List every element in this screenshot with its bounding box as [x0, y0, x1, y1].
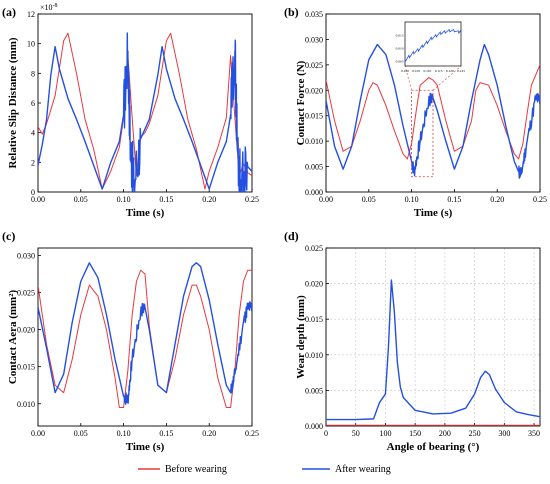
inset-x-tick-label: 0.100 [401, 69, 409, 73]
y-tick-label: 4 [31, 129, 35, 138]
plot-frame [37, 247, 253, 427]
zoom-box [411, 89, 434, 178]
x-tick-label: 0.25 [533, 195, 547, 204]
y-tick-label: 6 [31, 99, 35, 108]
y-tick-label: 0.020 [305, 86, 323, 95]
x-tick-label: 0 [324, 429, 328, 438]
inset-x-tick-label: 0.125 [457, 69, 465, 73]
x-tick-label: 50 [352, 429, 360, 438]
y-tick-label: 0.030 [17, 251, 35, 260]
inset-x-tick-label: 0.115 [435, 69, 443, 73]
x-tick-label: 0.20 [490, 195, 504, 204]
x-tick-label: 0.10 [117, 195, 131, 204]
x-tick-label: 0.05 [362, 195, 376, 204]
series-before-wearing [38, 269, 252, 408]
x-tick-label: 0.20 [202, 195, 216, 204]
x-tick-label: 100 [379, 429, 391, 438]
x-tick-label: 0.15 [447, 195, 461, 204]
y-tick-label: 0.005 [305, 163, 323, 172]
series-after-wearing [326, 279, 540, 421]
x-tick-label: 0.00 [31, 429, 45, 438]
y-axis-label: Contact Aera (mm²) [7, 290, 19, 385]
panel-label: (b) [284, 5, 299, 19]
y-tick-label: 0.035 [305, 10, 323, 19]
inset-y-tick-label: 0.010 [396, 46, 404, 50]
x-axis-label: Time (s) [126, 441, 165, 453]
y-tick-label: 0.020 [305, 280, 323, 289]
zoom-connector [404, 65, 412, 91]
panel-label: (a) [2, 5, 16, 19]
panel-label: (d) [284, 229, 299, 243]
x-axis-label: Time (s) [126, 207, 165, 219]
y-tick-label: 0.000 [305, 188, 323, 197]
inset-y-tick-label: 0.005 [396, 59, 404, 63]
y-tick-label: 0.015 [17, 363, 35, 372]
x-tick-label: 250 [469, 429, 481, 438]
y-tick-label: 0.025 [305, 61, 323, 70]
inset-x-tick-label: 0.110 [424, 69, 432, 73]
inset-x-tick-label: 0.120 [446, 69, 454, 73]
series-before-wearing [38, 32, 252, 190]
y-tick-label: 2 [31, 158, 35, 167]
x-axis-label: Time (s) [414, 207, 453, 219]
x-tick-label: 0.00 [319, 195, 333, 204]
series-before-wearing [326, 64, 540, 160]
plot-frame [325, 247, 541, 427]
x-tick-label: 300 [498, 429, 510, 438]
series-after-wearing [326, 43, 540, 179]
y-tick-label: 0 [31, 188, 35, 197]
y-tick-label: 10 [27, 40, 35, 49]
x-tick-label: 0.10 [405, 195, 419, 204]
x-axis-label: Angle of bearing (°) [387, 441, 480, 453]
y-tick-label: 0.010 [17, 400, 35, 409]
inset-frame [404, 21, 462, 67]
x-tick-label: 0.25 [245, 195, 259, 204]
series-after-wearing [38, 262, 252, 405]
y-multiplier: ×10-8 [40, 3, 58, 12]
x-tick-label: 0.05 [74, 195, 88, 204]
y-tick-label: 0.025 [305, 244, 323, 253]
x-tick-label: 0.05 [74, 429, 88, 438]
inset-x-tick-label: 0.105 [412, 69, 420, 73]
panel-label: (c) [2, 229, 15, 243]
series-after-wearing [38, 32, 252, 192]
y-tick-label: 8 [31, 69, 35, 78]
y-tick-label: 12 [27, 10, 35, 19]
y-tick-label: 0.030 [305, 35, 323, 44]
x-tick-label: 0.25 [245, 429, 259, 438]
y-tick-label: 0.020 [17, 326, 35, 335]
y-axis-label: Wear depth (mm) [295, 295, 307, 379]
y-tick-label: 0.005 [305, 386, 323, 395]
y-axis-label: Relative Slip Distance (mm) [7, 37, 19, 168]
x-tick-label: 150 [409, 429, 421, 438]
x-tick-label: 0.15 [159, 429, 173, 438]
y-tick-label: 0.015 [305, 315, 323, 324]
x-tick-label: 200 [439, 429, 451, 438]
x-tick-label: 0.00 [31, 195, 45, 204]
y-axis-label: Contact Force (N) [295, 60, 307, 145]
y-tick-label: 0.010 [305, 137, 323, 146]
inset-y-tick-label: 0.015 [396, 33, 404, 37]
x-tick-label: 0.20 [202, 429, 216, 438]
y-tick-label: 0.010 [305, 351, 323, 360]
inset-series-after-wearing [404, 28, 462, 63]
y-tick-label: 0.000 [305, 422, 323, 431]
x-tick-label: 0.10 [117, 429, 131, 438]
x-tick-label: 0.15 [159, 195, 173, 204]
y-tick-label: 0.025 [17, 289, 35, 298]
x-tick-label: 350 [528, 429, 540, 438]
y-tick-label: 0.015 [305, 112, 323, 121]
